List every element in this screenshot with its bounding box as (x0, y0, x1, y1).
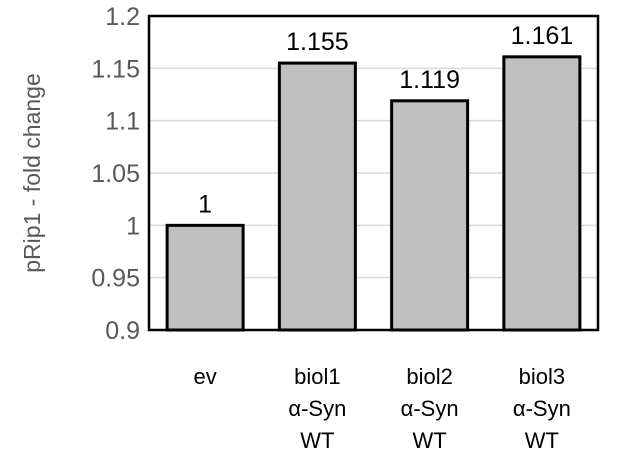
data-label: 1 (198, 190, 212, 218)
y-tick-label: 1.05 (91, 160, 140, 188)
bar (277, 61, 357, 332)
y-tick-label: 0.9 (105, 317, 140, 345)
x-tick-label: WT (525, 428, 559, 453)
data-label: 1.155 (286, 28, 349, 56)
x-tick-label: WT (300, 428, 334, 453)
bars (165, 55, 582, 332)
y-axis-ticks: 0.9 0.95 1 1.05 1.1 1.15 1.2 (91, 3, 140, 345)
y-tick-label: 1 (126, 212, 140, 240)
x-tick-label: ev (194, 364, 217, 389)
y-tick-label: 0.95 (91, 265, 140, 293)
data-label: 1.161 (511, 22, 574, 50)
y-axis-title: pRip1 - fold change (19, 73, 45, 272)
y-tick-label: 1.2 (105, 3, 140, 31)
x-tick-label: α-Syn (401, 396, 459, 421)
x-axis-labels: ev biol1 α-Syn WT biol2 α-Syn WT biol3 α-Syn WT (194, 364, 571, 453)
y-tick-label: 1.15 (91, 55, 140, 83)
bar (165, 223, 245, 332)
plot-frame (147, 14, 600, 332)
x-tick-label: α-Syn (288, 396, 346, 421)
bar (502, 55, 582, 332)
x-tick-label: α-Syn (513, 396, 571, 421)
data-labels: 1 1.155 1.119 1.161 (198, 22, 573, 219)
x-tick-label: biol3 (519, 364, 565, 389)
bar (390, 99, 470, 332)
x-tick-label: biol2 (406, 364, 452, 389)
x-tick-label: biol1 (294, 364, 340, 389)
y-tick-label: 1.1 (105, 108, 140, 136)
data-label: 1.119 (399, 66, 460, 94)
x-tick-label: WT (413, 428, 447, 453)
